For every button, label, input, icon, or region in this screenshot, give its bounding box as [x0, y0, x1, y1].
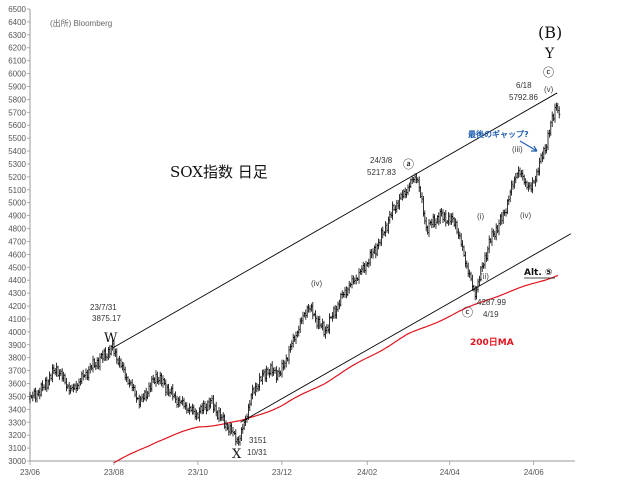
y-tick-label: 6500 [8, 5, 26, 14]
y-tick-label: 5900 [8, 82, 26, 91]
y-tick-label: 4600 [8, 250, 26, 259]
gap-label: 最後のギャップ? [468, 129, 529, 139]
y-tick-label: 5500 [8, 134, 26, 143]
y-tick-label: 6300 [8, 31, 26, 40]
y-tick-label: 3500 [8, 392, 26, 401]
x-tick-label: 24/04 [440, 468, 461, 477]
x-tick-label: 24/06 [524, 468, 545, 477]
x-tick-label: 23/10 [188, 468, 209, 477]
y-tick-label: 4800 [8, 225, 26, 234]
x-tick-label: 23/12 [272, 468, 293, 477]
wave-label-i: (i) [477, 212, 484, 221]
y-tick-label: 6400 [8, 18, 26, 27]
annotation-b-date: 4/19 [483, 310, 499, 319]
annotation-a-date: 24/3/8 [370, 156, 393, 165]
annotation-w-date: 23/7/31 [90, 303, 117, 312]
y-tick-label: 6200 [8, 44, 26, 53]
wave-label-ii: (ii) [480, 272, 489, 281]
channel-layer [112, 92, 572, 423]
y-tick-label: 5700 [8, 108, 26, 117]
alt-label: Alt. ⑤ [524, 268, 553, 278]
wave-label-a: ⓐ [403, 158, 414, 171]
x-tick-label: 23/08 [104, 468, 125, 477]
wave-label-v: (v) [544, 85, 554, 94]
y-tick-label: 5100 [8, 186, 26, 195]
channel-line-lower [240, 233, 572, 423]
wave-label-b: ⓒ [462, 306, 473, 319]
y-tick-label: 4400 [8, 276, 26, 285]
wave-label-y: Y [544, 46, 555, 62]
y-tick-label: 4000 [8, 328, 26, 337]
y-tick-label: 6100 [8, 57, 26, 66]
annotation-c-date: 6/18 [516, 81, 532, 90]
x-tick-label: 23/06 [20, 468, 41, 477]
y-tick-label: 3300 [8, 418, 26, 427]
x-tick-label: 24/02 [357, 468, 378, 477]
y-tick-label: 5600 [8, 121, 26, 130]
y-tick-label: 4700 [8, 237, 26, 246]
y-tick-label: 5200 [8, 173, 26, 182]
wave-label-c: ⓒ [543, 66, 554, 79]
y-axis: 3000 3100 3200 3300 3400 3500 3600 3700 3800 3900… [8, 5, 31, 466]
wave-label-iv-1: (iv) [311, 279, 322, 288]
y-tick-label: 4300 [8, 289, 26, 298]
y-tick-label: 5000 [8, 199, 26, 208]
y-tick-label: 5300 [8, 160, 26, 169]
y-tick-label: 4900 [8, 212, 26, 221]
y-tick-label: 3400 [8, 405, 26, 414]
gap-arrow-icon [519, 140, 538, 152]
wave-label-iii: (iii) [512, 145, 523, 154]
wave-label-iv-2: (iv) [520, 211, 531, 220]
annotation-x-date: 10/31 [247, 448, 268, 457]
y-tick-label: 4500 [8, 263, 26, 272]
y-tick-label: 3800 [8, 354, 26, 363]
y-tick-label: 3100 [8, 444, 26, 453]
wave-label-big-b: (B) [538, 23, 562, 42]
y-tick-label: 5400 [8, 147, 26, 156]
chart-title: SOX指数 日足 [170, 163, 268, 181]
y-tick-label: 3200 [8, 431, 26, 440]
channel-line-upper [112, 92, 558, 349]
annotation-c-value: 5792.86 [509, 93, 538, 102]
annotation-a-value: 5217.83 [367, 168, 396, 177]
annotation-w-value: 3875.17 [92, 314, 121, 323]
moving-average-layer [113, 274, 559, 464]
annotation-x-value: 3151 [249, 436, 267, 445]
y-tick-label: 3600 [8, 380, 26, 389]
x-axis: 23/06 23/08 23/10 23/12 24/02 24/04 24/06 [20, 460, 575, 477]
y-tick-label: 3700 [8, 367, 26, 376]
annotation-b-value: 4287.99 [477, 298, 506, 307]
source-label: (出所) Bloomberg [50, 18, 112, 28]
y-tick-label: 6000 [8, 70, 26, 79]
y-tick-label: 3000 [8, 457, 26, 466]
y-tick-label: 4200 [8, 302, 26, 311]
ma-label: 200日MA [470, 337, 514, 348]
gap-arrowhead-icon [531, 145, 538, 152]
y-tick-label: 5800 [8, 95, 26, 104]
y-tick-label: 3900 [8, 341, 26, 350]
wave-label-x: X [232, 447, 242, 462]
wave-label-w: W [104, 331, 118, 346]
ma-200-line [113, 274, 559, 464]
y-tick-label: 4100 [8, 315, 26, 324]
price-layer [28, 102, 561, 446]
